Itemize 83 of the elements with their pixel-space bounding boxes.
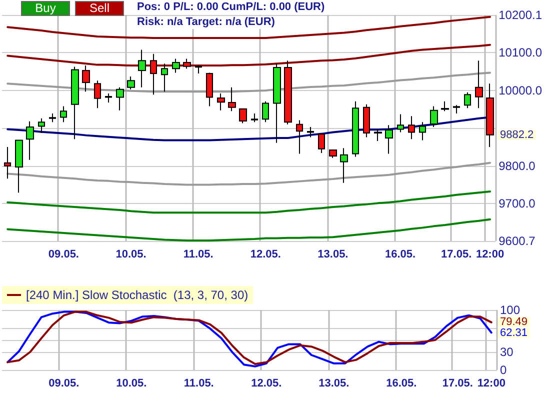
candlestick: [486, 83, 494, 148]
x-tick-label: 13.05.: [318, 248, 348, 260]
candlestick: [464, 92, 471, 109]
candlestick: [38, 118, 45, 134]
candlestick: [453, 104, 460, 114]
button: Buy: [21, 1, 70, 16]
text: 9882.2: [498, 128, 536, 141]
annotation: Risk: n/a Target: n/a (EUR): [136, 16, 276, 29]
candlestick: [239, 108, 247, 124]
x-tick-label: 10.05.: [116, 378, 147, 390]
annotation: 62.31: [498, 326, 530, 339]
y-tick-label: 10100.0: [498, 46, 542, 60]
y-tick-label: 9600.7: [498, 234, 536, 248]
candlestick: [161, 63, 168, 92]
y-tick-label: 10200.1: [498, 8, 542, 22]
candlestick: [318, 134, 325, 154]
x-tick-label: 12:00: [477, 378, 506, 390]
candlestick: [105, 92, 112, 104]
y-tick-label: 100: [500, 303, 520, 317]
candlestick: [329, 150, 337, 158]
candlestick: [385, 124, 393, 154]
candlestick: [374, 128, 382, 142]
candlestick: [60, 106, 67, 123]
candlestick: [284, 60, 292, 125]
button: Sell: [75, 1, 124, 16]
candlestick: [71, 66, 79, 140]
candlestick: [251, 112, 258, 123]
candlestick: [430, 106, 438, 128]
x-tick-label: 11.05.: [184, 378, 214, 390]
line-series: [6, 44, 492, 67]
candlestick: [82, 65, 90, 92]
x-tick-label: 10.05.: [116, 248, 146, 260]
x-tick-label: 13.05.: [318, 378, 350, 390]
annotation: 79.49: [498, 316, 530, 328]
candlestick: [183, 58, 191, 70]
x-tick-label: 09.05.: [48, 378, 80, 390]
candlestick: [363, 104, 370, 138]
candlestick: [217, 92, 225, 111]
candlestick: [296, 120, 303, 154]
candlestick: [408, 116, 415, 140]
legend-label: [240 Min.] Slow Stochastic (13, 3, 70, 30): [26, 288, 248, 302]
x-tick-label: 12:00: [476, 248, 504, 260]
candlestick: [228, 86, 236, 112]
x-tick-label: 17.05.: [441, 248, 472, 260]
line-series: [6, 162, 492, 186]
y-tick-label: 30: [500, 345, 514, 359]
x-tick-label: 16.05.: [386, 378, 417, 390]
x-tick-label: 12.05.: [251, 378, 282, 390]
line-series: [6, 218, 492, 242]
line-series: [6, 190, 492, 214]
candlestick: [172, 58, 180, 74]
x-tick-label: 09.05.: [48, 248, 79, 260]
x-tick-label: 12.05.: [250, 248, 281, 260]
candlestick: [262, 100, 269, 123]
x-tick-label: 16.05.: [384, 248, 416, 260]
candlestick: [116, 86, 124, 111]
candlestick: [4, 146, 11, 180]
candlestick: [419, 122, 426, 141]
candlestick: [150, 53, 157, 96]
candlestick: [49, 112, 56, 123]
line-series: [6, 72, 492, 93]
candlestick: [26, 120, 34, 160]
candlestick: [307, 126, 314, 138]
candlestick: [138, 49, 146, 88]
y-tick-label: 0: [500, 363, 507, 377]
y-tick-label: 9800.0: [498, 158, 536, 173]
candlestick: [127, 76, 135, 90]
candlestick: [273, 63, 281, 144]
x-tick-label: 17.05.: [442, 378, 473, 390]
y-tick-label: 10000.0: [498, 83, 542, 98]
candlestick: [397, 114, 404, 133]
y-tick-label: 9700.0: [498, 196, 536, 211]
candlestick: [206, 72, 213, 107]
candlestick: [195, 65, 202, 74]
candlestick: [94, 80, 101, 109]
candlestick: [475, 60, 483, 109]
line-series: [6, 16, 492, 40]
candlestick: [441, 100, 449, 112]
x-tick-label: 11.05.: [183, 248, 214, 260]
candlestick: [15, 140, 23, 194]
candlestick: [352, 100, 359, 158]
text: Pos: 0 P/L: 0.00 CumP/L: 0.00 (EUR): [136, 1, 326, 14]
candlestick: [340, 148, 348, 184]
